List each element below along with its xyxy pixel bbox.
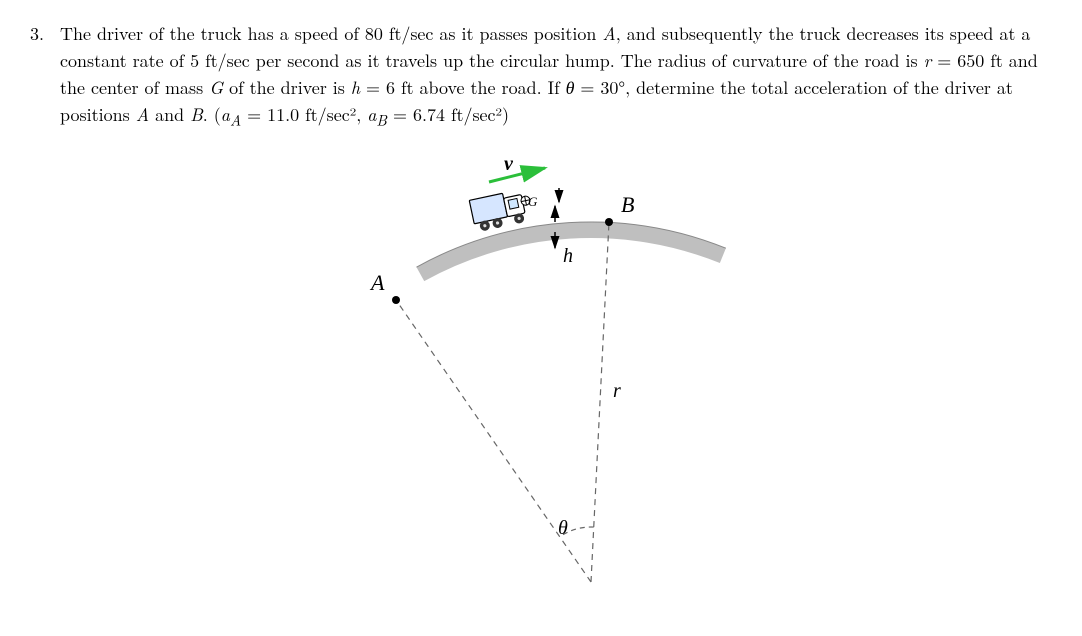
problem-text: The driver of the truck has a speed of 8… (60, 20, 1052, 132)
svg-text:B: B (621, 192, 634, 217)
svg-text:A: A (369, 270, 385, 295)
svg-text:θ: θ (558, 517, 568, 539)
problem-number: 3. (30, 20, 54, 47)
problem-block: 3. The driver of the truck has a speed o… (30, 20, 1052, 132)
figure-container: A Bv h r θ G (30, 152, 1052, 599)
svg-text:h: h (563, 245, 573, 267)
figure-svg: A Bv h r θ G (331, 152, 751, 592)
svg-text:v: v (504, 153, 514, 175)
svg-text:r: r (613, 380, 621, 402)
svg-text:G: G (528, 194, 538, 209)
